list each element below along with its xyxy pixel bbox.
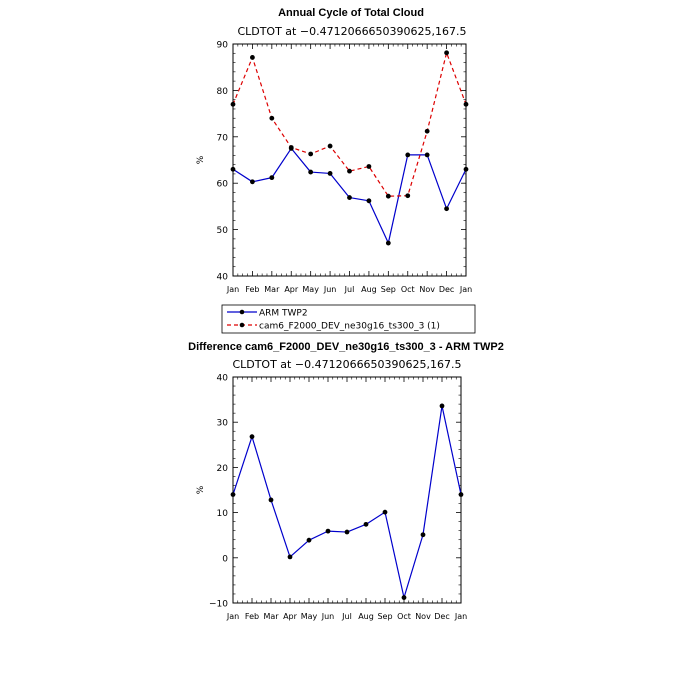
- chart2-ylabel: %: [196, 485, 206, 494]
- chart1-ytick-label: 40: [217, 273, 229, 283]
- chart1-series-1-point: [424, 128, 430, 134]
- legend-marker-cam6: [239, 322, 245, 328]
- legend-box: [221, 304, 476, 334]
- chart1-series-1-point: [385, 193, 391, 199]
- chart1-xtick-label: Oct: [401, 285, 415, 294]
- chart1-ytick-label: 90: [217, 41, 229, 51]
- chart1-series-0-point: [424, 152, 430, 158]
- chart1-series-0-point: [366, 198, 372, 204]
- chart1-subtitle: CLDTOT at −0.4712066650390625,167.5: [237, 25, 466, 38]
- chart2-series-0-point: [439, 403, 445, 409]
- chart1-series-0-point: [385, 240, 391, 246]
- chart1-xtick-label: Jan: [459, 285, 472, 294]
- chart1-series-0-point: [347, 195, 352, 200]
- chart2-plot: −10 0 10 20 30 40 Jan Feb Mar Apr May Jun Jul Aug Sep O…: [196, 374, 467, 622]
- chart2-title: Difference cam6_F2000_DEV_ne30g16_ts300_…: [188, 341, 504, 353]
- chart2-ytick-label: 10: [217, 509, 229, 519]
- chart1-series-1-point: [444, 50, 449, 56]
- chart2-xtick-label: Jan: [226, 612, 239, 621]
- chart2-series-0-point: [306, 537, 312, 543]
- chart2-xtick-label: Apr: [283, 612, 298, 621]
- chart1-series-1-point: [308, 151, 314, 157]
- chart2-xtick-label: Jul: [341, 612, 352, 621]
- chart1-plot: 40 50 60 70 80 90 Jan Feb Mar Apr May Jun Jul Aug Sep O…: [196, 41, 472, 295]
- chart1-xtick-label: Mar: [264, 285, 280, 294]
- chart2-series-0-point: [363, 521, 369, 527]
- chart1-series-0-point: [230, 166, 236, 172]
- chart1-series-0-point: [405, 152, 411, 158]
- chart1-xtick-label: Apr: [284, 285, 299, 294]
- chart2-xtick-label: Aug: [358, 612, 374, 621]
- chart2-xtick-label: Nov: [415, 612, 431, 621]
- chart1-legend: ARM TWP2 cam6_F2000_DEV_ne30g16_ts300_3 …: [221, 304, 476, 334]
- chart1-series-1-point: [269, 115, 275, 121]
- chart2-series-0-point: [287, 554, 293, 560]
- chart2-series-0-line: [232, 405, 462, 599]
- chart2-xtick-label: May: [301, 612, 318, 621]
- chart1-series-0-point: [269, 175, 275, 181]
- chart1-series-1-point: [366, 164, 372, 169]
- chart1-xtick-label: Jun: [323, 285, 337, 294]
- chart1-series-0-point: [308, 169, 314, 175]
- chart2-ytick-label: 20: [217, 464, 229, 474]
- chart2-xtick-label: Dec: [434, 612, 449, 621]
- legend-label-cam6: cam6_F2000_DEV_ne30g16_ts300_3 (1): [259, 322, 440, 332]
- chart1-series-1-point: [288, 145, 294, 150]
- chart2-series-0-point: [458, 492, 464, 497]
- chart1-series-0-point: [327, 171, 333, 176]
- chart1-xtick-label: May: [302, 285, 319, 294]
- chart1-xtick-label: Jan: [226, 285, 239, 294]
- chart2-ytick-label: −10: [209, 600, 228, 610]
- chart2-xtick-label: Sep: [377, 612, 392, 621]
- chart1-xtick-label: Jul: [344, 285, 355, 294]
- chart2-series-0-point: [325, 528, 331, 534]
- chart1-series-0-point: [444, 206, 449, 212]
- chart2-xtick-label: Jun: [321, 612, 335, 621]
- chart2-series-0-point: [382, 509, 388, 515]
- chart2-xtick-label: Feb: [245, 612, 259, 621]
- chart2-series-0-point: [249, 434, 255, 440]
- legend-label-arm: ARM TWP2: [259, 309, 308, 319]
- chart2-frame: [232, 376, 462, 604]
- chart2-ytick-label: 30: [217, 419, 229, 429]
- chart1-series-1-point: [405, 193, 411, 199]
- chart2-series-0-point: [344, 529, 350, 535]
- chart2-series-0-point: [230, 492, 236, 497]
- chart1-series-1-point: [327, 143, 333, 149]
- chart2-xtick-label: Oct: [397, 612, 411, 621]
- chart1-ylabel: %: [196, 155, 206, 164]
- chart1-ytick-label: 60: [217, 180, 229, 190]
- chart1-xtick-label: Feb: [245, 285, 259, 294]
- chart1-frame: [232, 43, 467, 277]
- chart1-ytick-label: 80: [217, 87, 229, 97]
- chart1-ytick-label: 50: [217, 226, 229, 236]
- chart2-subtitle: CLDTOT at −0.4712066650390625,167.5: [232, 358, 461, 371]
- chart1-series-1-point: [250, 55, 255, 60]
- chart2-xtick-label: Mar: [263, 612, 279, 621]
- chart2-series-0-point: [420, 532, 426, 538]
- chart2-series-0-point: [268, 497, 274, 503]
- chart1-title: Annual Cycle of Total Cloud: [278, 7, 424, 19]
- chart1-series-1-line: [232, 52, 467, 197]
- chart1-series-1-point: [463, 101, 469, 107]
- chart2-series-0-point: [401, 595, 407, 600]
- chart1-xtick-label: Dec: [439, 285, 454, 294]
- legend-marker-arm: [239, 309, 245, 315]
- chart2-xtick-label: Jan: [454, 612, 467, 621]
- chart2-ytick-label: 0: [222, 554, 228, 564]
- chart2-ytick-label: 40: [217, 374, 229, 384]
- chart1-ytick-label: 70: [217, 133, 229, 143]
- chart1-series-1-point: [347, 168, 352, 174]
- chart1-series-0-point: [463, 166, 469, 172]
- chart1-xtick-label: Nov: [419, 285, 435, 294]
- chart1-series-1-point: [230, 101, 236, 107]
- chart1-xtick-label: Sep: [381, 285, 396, 294]
- chart1-xtick-label: Aug: [361, 285, 377, 294]
- chart1-series-0-point: [250, 179, 255, 185]
